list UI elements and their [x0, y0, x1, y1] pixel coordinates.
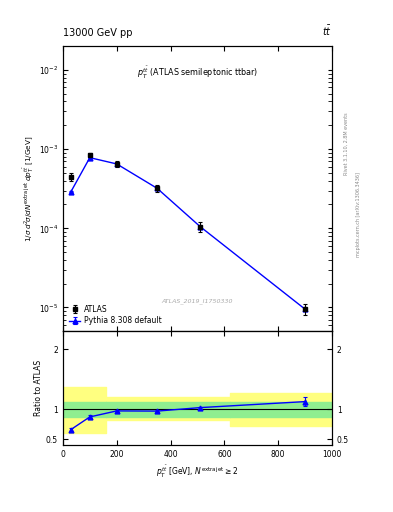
Legend: ATLAS, Pythia 8.308 default: ATLAS, Pythia 8.308 default [67, 303, 163, 328]
Text: 13000 GeV pp: 13000 GeV pp [63, 28, 132, 38]
Text: mcplots.cern.ch [arXiv:1306.3436]: mcplots.cern.ch [arXiv:1306.3436] [356, 173, 361, 258]
Text: ATLAS_2019_I1750330: ATLAS_2019_I1750330 [162, 299, 233, 305]
Y-axis label: $1 / \sigma \; d^2\!\sigma / d N^{\mathrm{extra\,jet}} \; d p_T^{t\bar{t}}$ [1/G: $1 / \sigma \; d^2\!\sigma / d N^{\mathr… [22, 136, 36, 242]
Text: Rivet 3.1.10, 2.8M events: Rivet 3.1.10, 2.8M events [344, 112, 349, 175]
Text: $t\bar{t}$: $t\bar{t}$ [322, 25, 332, 38]
X-axis label: $p_T^{t\bar{t}}$ [GeV], $N^{\mathrm{extra\,jet}} \geq 2$: $p_T^{t\bar{t}}$ [GeV], $N^{\mathrm{extr… [156, 463, 239, 480]
Y-axis label: Ratio to ATLAS: Ratio to ATLAS [34, 360, 43, 416]
Text: $p_T^{t\bar{t}}$ (ATLAS semileptonic ttbar): $p_T^{t\bar{t}}$ (ATLAS semileptonic ttb… [137, 65, 258, 81]
